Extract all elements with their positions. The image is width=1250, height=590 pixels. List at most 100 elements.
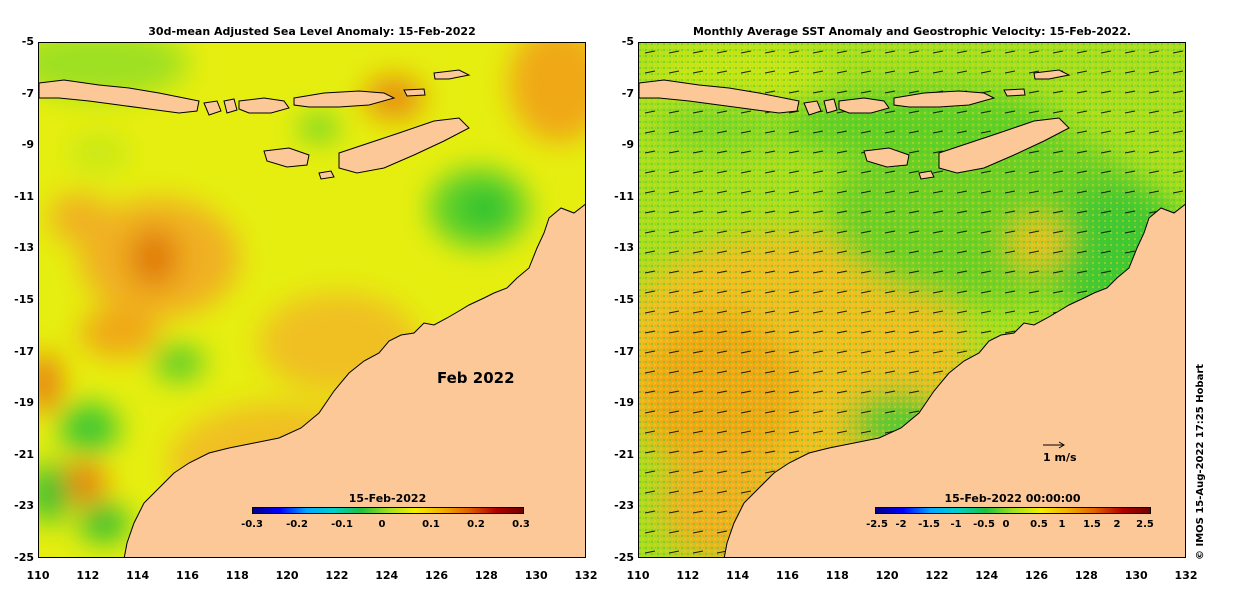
right-colorbar-tick: -2.5 [866,519,888,530]
latitude-tick-label: -5 [21,35,34,48]
sumbawa-island [238,97,290,114]
right-colorbar-tick: 2 [1113,519,1121,530]
latitude-tick-label: -17 [614,344,634,358]
velocity-scale-arrow [1043,441,1065,449]
right-colorbar-tick: 1.5 [1083,519,1101,530]
longitude-tick-label: 110 [26,569,50,582]
longitude-tick-label: 130 [524,569,548,582]
left-map-title: 30d-mean Adjusted Sea Level Anomaly: 15-… [148,25,476,38]
longitude-tick-label: 114 [726,569,750,582]
month-label: Feb 2022 [437,369,515,387]
longitude-tick-label: 110 [626,569,650,582]
latitude-tick-label: -21 [614,447,634,461]
right-colorbar-tick: 1 [1058,519,1066,530]
land-areas [639,69,1185,557]
longitude-tick-label: 130 [1124,569,1148,582]
left-colorbar-tick: -0.1 [331,519,353,530]
lombok-island [823,98,838,114]
latitude-tick-label: -5 [621,35,634,48]
alor-island [1003,88,1026,97]
latitude-tick-label: -19 [14,396,34,410]
australia-mainland [723,203,1185,557]
australia-mainland [123,203,585,557]
latitude-tick-label: -15 [614,293,634,306]
left-colorbar-tick: 0.2 [467,519,485,530]
latitude-tick-label: -25 [14,551,34,564]
latitude-tick-label: -11 [14,189,34,203]
latitude-tick-label: -7 [621,86,634,100]
longitude-tick-label: 116 [175,569,199,582]
latitude-tick-label: -15 [14,293,34,306]
longitude-tick-label: 114 [126,569,150,582]
longitude-tick-label: 128 [474,569,498,582]
copyright-credit: © IMOS 15-Aug-2022 17:25 Hobart [1195,363,1206,560]
bali-island [203,100,222,116]
left-colorbar [252,507,524,514]
longitude-tick-label: 118 [225,569,249,582]
latitude-tick-label: -11 [614,189,634,203]
longitude-tick-label: 126 [1025,569,1049,582]
longitude-tick-label: 122 [925,569,949,582]
left-colorbar-title: 15-Feb-2022 [348,492,427,505]
longitude-tick-label: 112 [76,569,100,582]
land-areas [39,69,585,557]
right-colorbar [875,507,1151,514]
latitude-tick-label: -13 [14,241,34,255]
latitude-tick-label: -13 [614,241,634,255]
longitude-tick-label: 118 [825,569,849,582]
flores-island [293,90,396,108]
left-colorbar-tick: 0 [378,519,386,530]
right-colorbar-tick: -2 [895,519,907,530]
longitude-tick-label: 132 [1174,569,1198,582]
latitude-tick-label: -23 [14,499,34,513]
wetar-island [433,69,471,80]
latitude-tick-label: -21 [14,447,34,461]
longitude-tick-label: 120 [275,569,299,582]
left-colorbar-tick: 0.3 [512,519,530,530]
latitude-tick-label: -25 [614,551,634,564]
longitude-tick-label: 112 [676,569,700,582]
right-map-title: Monthly Average SST Anomaly and Geostrop… [692,25,1132,38]
sla-map [38,42,586,558]
velocity-scale-label: 1 m/s [1043,451,1077,464]
left-colorbar-tick: -0.3 [241,519,263,530]
latitude-tick-label: -23 [614,499,634,513]
right-colorbar-tick: 2.5 [1136,519,1154,530]
right-colorbar-tick: -1 [950,519,962,530]
latitude-tick-label: -9 [21,138,34,152]
right-colorbar-title: 15-Feb-2022 00:00:00 [944,492,1081,505]
flores-island [893,90,996,108]
longitude-tick-label: 120 [875,569,899,582]
longitude-tick-label: 128 [1074,569,1098,582]
rote-island [318,170,335,180]
longitude-tick-label: 132 [574,569,598,582]
rote-island [918,170,935,180]
longitude-tick-label: 126 [425,569,449,582]
longitude-tick-label: 122 [325,569,349,582]
sumba-island [863,147,910,168]
sumbawa-island [838,97,890,114]
right-colorbar-tick: 0 [1002,519,1010,530]
sst-map [638,42,1186,558]
java-island [39,79,200,114]
longitude-tick-label: 116 [775,569,799,582]
lombok-island [223,98,238,114]
timor-island [338,117,470,174]
left-colorbar-tick: -0.2 [286,519,308,530]
latitude-tick-label: -9 [621,138,634,152]
right-colorbar-tick: 0.5 [1030,519,1048,530]
right-colorbar-tick: -0.5 [973,519,995,530]
bali-island [803,100,822,116]
latitude-tick-label: -19 [614,396,634,410]
latitude-tick-label: -17 [14,344,34,358]
sumba-island [263,147,310,168]
right-colorbar-tick: -1.5 [918,519,940,530]
longitude-tick-label: 124 [975,569,999,582]
timor-island [938,117,1070,174]
wetar-island [1033,69,1071,80]
latitude-tick-label: -7 [21,86,34,100]
left-colorbar-tick: 0.1 [422,519,440,530]
alor-island [403,88,426,97]
java-island [639,79,800,114]
longitude-tick-label: 124 [375,569,399,582]
